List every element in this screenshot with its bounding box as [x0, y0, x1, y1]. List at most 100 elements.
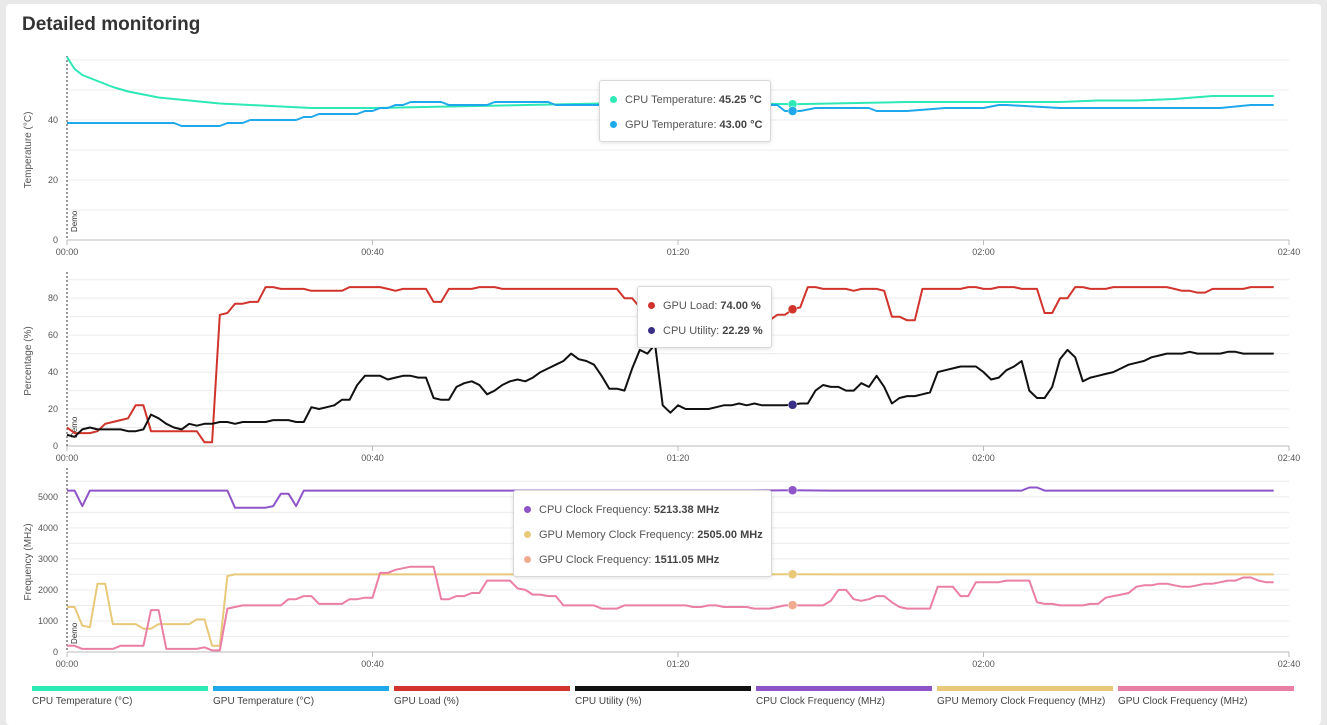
legend-label: GPU Temperature (°C) — [213, 696, 315, 707]
hover-point — [787, 106, 798, 116]
tooltip-temperature: CPU Temperature: 45.25 °C GPU Temperature:… — [599, 80, 772, 142]
series-line-gpu-clock-frequency[interactable] — [67, 565, 1274, 652]
y-axis-label: Frequency (MHz) — [23, 523, 34, 600]
hover-point — [787, 569, 798, 580]
legend-item[interactable]: GPU Load (%) — [394, 686, 570, 707]
x-tick-label: 00:00 — [56, 247, 79, 257]
tooltip-label: GPU Load: — [663, 299, 718, 312]
y-axis-label: Percentage (%) — [23, 326, 34, 395]
tooltip-label: CPU Utility: — [663, 324, 720, 337]
x-tick-label: 01:20 — [667, 247, 690, 257]
x-tick-label: 00:00 — [56, 453, 79, 463]
x-tick-label: 01:20 — [667, 453, 690, 463]
tooltip-value: 22.29 % — [722, 324, 763, 337]
series-line-cpu-clock-frequency[interactable] — [67, 486, 1274, 509]
chart-temperature[interactable]: 0 20 40 00:00 00:40 01:20 02:00 02:40 Temperatur… — [23, 56, 1300, 257]
hover-point — [787, 600, 798, 610]
tooltip-frequency: CPU Clock Frequency: 5213.38 MHz GPU Memor… — [513, 490, 772, 577]
x-tick-label: 02:00 — [972, 453, 995, 463]
legend-item[interactable]: GPU Clock Frequency (MHz) — [1118, 686, 1294, 707]
x-tick-label: 02:00 — [972, 659, 995, 669]
legend-swatch — [394, 686, 570, 691]
y-axis-label: Temperature (°C) — [23, 112, 34, 189]
legend-item[interactable]: CPU Temperature (°C) — [32, 686, 208, 707]
x-tick-label: 02:00 — [972, 247, 995, 257]
tooltip-percentage: GPU Load: 74.00 % CPU Utility: 22.29 % — [637, 286, 772, 348]
tooltip-dot — [610, 96, 617, 103]
x-tick-label: 00:00 — [56, 659, 79, 669]
y-tick-label: 3000 — [38, 554, 58, 564]
tooltip-label: CPU Temperature: — [625, 93, 716, 106]
tooltip-value: 45.25 °C — [718, 93, 762, 106]
monitoring-charts[interactable]: 0 20 40 00:00 00:40 01:20 02:00 02:40 Temperatur… — [0, 0, 1327, 680]
x-tick-label: 02:40 — [1278, 453, 1301, 463]
tooltip-dot — [524, 531, 531, 538]
series-line-gpu-memory-clock-frequency[interactable] — [67, 573, 1274, 647]
y-tick-label: 5000 — [38, 492, 58, 502]
y-tick-label: 20 — [48, 404, 58, 414]
legend-swatch — [937, 686, 1113, 691]
legend-item[interactable]: GPU Temperature (°C) — [213, 686, 389, 707]
legend-swatch — [213, 686, 389, 691]
tooltip-row: CPU Utility: 22.29 % — [648, 318, 763, 343]
y-tick-label: 0 — [53, 441, 58, 451]
legend-item[interactable]: CPU Utility (%) — [575, 686, 751, 707]
hover-point — [787, 400, 798, 410]
tooltip-value: 1511.05 MHz — [654, 553, 720, 566]
tooltip-value: 43.00 °C — [719, 118, 763, 131]
hover-point — [787, 485, 798, 495]
tooltip-value: 74.00 % — [720, 299, 761, 312]
y-tick-label: 20 — [48, 175, 58, 185]
demo-marker-label: Demo — [70, 416, 79, 438]
series-line-gpu-temperature[interactable] — [67, 101, 1274, 127]
hover-point — [787, 304, 798, 315]
series-line-cpu-utility[interactable] — [66, 343, 1274, 438]
tooltip-dot — [610, 121, 617, 128]
page-title: Detailed monitoring — [22, 14, 201, 35]
tooltip-value: 2505.00 MHz — [697, 528, 763, 541]
tooltip-row: GPU Load: 74.00 % — [648, 293, 763, 318]
x-tick-label: 00:40 — [361, 247, 384, 257]
tooltip-dot — [524, 556, 531, 563]
tooltip-label: CPU Clock Frequency: — [539, 503, 651, 516]
tooltip-dot — [648, 302, 655, 309]
legend-label: CPU Utility (%) — [575, 696, 642, 707]
tooltip-row: GPU Memory Clock Frequency: 2505.00 MHz — [524, 522, 763, 547]
y-tick-label: 0 — [53, 647, 58, 657]
y-tick-label: 2000 — [38, 585, 58, 595]
legend-swatch — [575, 686, 751, 691]
y-tick-label: 40 — [48, 367, 58, 377]
chart-percentage[interactable]: 0 20 40 60 80 00:00 00:40 01:20 02:00 02:40 Percen… — [23, 272, 1300, 463]
legend-label: GPU Clock Frequency (MHz) — [1118, 696, 1248, 707]
legend-label: GPU Memory Clock Frequency (MHz) — [937, 696, 1106, 707]
demo-marker-label: Demo — [70, 210, 79, 232]
tooltip-label: GPU Clock Frequency: — [539, 553, 652, 566]
x-tick-label: 02:40 — [1278, 247, 1301, 257]
legend-label: GPU Load (%) — [394, 696, 460, 707]
tooltip-dot — [524, 506, 531, 513]
tooltip-label: GPU Temperature: — [625, 118, 717, 131]
y-tick-label: 60 — [48, 330, 58, 340]
series-line-cpu-temperature[interactable] — [66, 56, 1274, 109]
legend-label: CPU Temperature (°C) — [32, 696, 133, 707]
tooltip-row: GPU Clock Frequency: 1511.05 MHz — [524, 547, 763, 572]
legend-item[interactable]: GPU Memory Clock Frequency (MHz) — [937, 686, 1113, 707]
y-tick-label: 4000 — [38, 523, 58, 533]
tooltip-row: CPU Temperature: 45.25 °C — [610, 87, 762, 112]
y-tick-label: 80 — [48, 293, 58, 303]
tooltip-row: CPU Clock Frequency: 5213.38 MHz — [524, 497, 763, 522]
legend-label: CPU Clock Frequency (MHz) — [756, 696, 885, 707]
y-tick-label: 40 — [48, 115, 58, 125]
demo-marker-label: Demo — [70, 622, 79, 644]
legend-item[interactable]: CPU Clock Frequency (MHz) — [756, 686, 932, 707]
x-tick-label: 00:40 — [361, 659, 384, 669]
legend-swatch — [1118, 686, 1294, 691]
x-tick-label: 00:40 — [361, 453, 384, 463]
y-tick-label: 0 — [53, 235, 58, 245]
tooltip-value: 5213.38 MHz — [653, 503, 720, 516]
tooltip-row: GPU Temperature: 43.00 °C — [610, 112, 762, 137]
legend-swatch — [756, 686, 932, 691]
tooltip-label: GPU Memory Clock Frequency: — [539, 528, 695, 541]
y-tick-label: 1000 — [38, 616, 58, 626]
tooltip-dot — [648, 327, 655, 334]
